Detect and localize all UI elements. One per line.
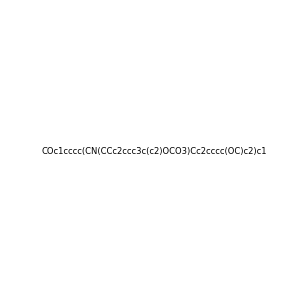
Text: COc1cccc(CN(CCc2ccc3c(c2)OCO3)Cc2cccc(OC)c2)c1: COc1cccc(CN(CCc2ccc3c(c2)OCO3)Cc2cccc(OC… (41, 147, 266, 156)
